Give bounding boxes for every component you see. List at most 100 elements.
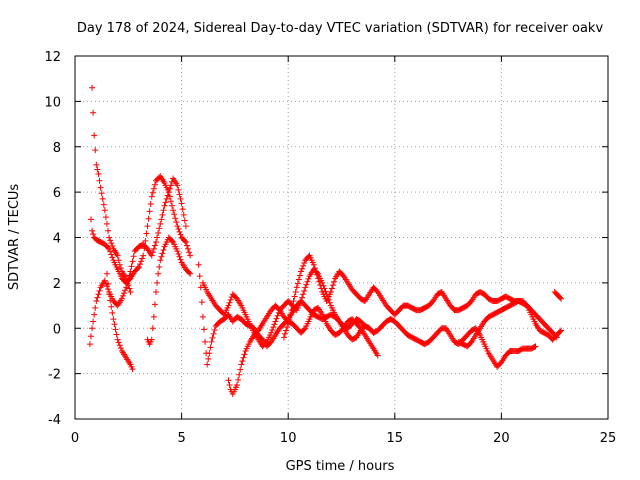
data-point [101,277,108,284]
data-point [103,270,110,277]
data-point [86,341,93,348]
data-point [89,227,96,234]
data-point [283,327,290,334]
data-point [161,202,168,209]
data-point [207,344,214,351]
data-point [301,287,308,294]
data-point [150,313,157,320]
axis-ticks [74,55,609,420]
x-tick-label: 10 [280,431,297,446]
data-point [328,285,335,292]
data-point [176,191,183,198]
data-point [183,242,190,249]
data-point [89,84,96,91]
data-point [159,211,166,218]
data-point [175,186,182,193]
y-tick-label: 6 [53,186,61,201]
data-point [299,265,306,272]
data-point [170,207,177,214]
data-point [149,325,156,332]
data-point [149,249,156,256]
data-point [300,291,307,298]
data-point [108,251,115,258]
y-tick-label: -4 [48,413,61,428]
data-point [160,246,167,253]
data-point [522,301,529,308]
series-track-b [87,173,194,286]
data-point [202,338,209,345]
data-point [312,268,319,275]
data-point [144,223,151,230]
data-point [269,326,276,333]
data-point [174,248,181,255]
data-point [137,261,144,268]
data-point [107,248,114,255]
data-point [159,250,166,257]
data-point [143,230,150,237]
data-point [287,311,294,318]
data-point [95,291,102,298]
data-point [109,243,116,250]
data-point [181,217,188,224]
data-point [187,270,194,277]
data-point [113,331,120,338]
grid-lines [75,56,608,419]
x-axis-label: GPS time / hours [286,459,395,474]
data-point [94,294,101,301]
data-point [226,299,233,306]
data-point [285,320,292,327]
data-point [196,273,203,280]
data-point [145,215,152,222]
data-point [225,302,232,309]
data-point [531,343,538,350]
data-point [177,231,184,238]
data-point [294,280,301,287]
data-point [270,324,277,331]
data-point [125,276,132,283]
data-point [303,281,310,288]
data-point [111,321,118,328]
data-point [226,381,233,388]
data-point [109,309,116,316]
data-point [374,352,381,359]
data-point [95,170,102,177]
chart-title: Day 178 of 2024, Sidereal Day-to-day VTE… [77,21,604,36]
y-axis-label: SDTVAR / TECUs [7,184,22,291]
data-point [117,345,124,352]
data-point [205,355,212,362]
data-point [282,330,289,337]
data-point [105,244,112,251]
data-point [291,293,298,300]
data-point [147,201,154,208]
data-point [558,327,565,334]
data-point [156,263,163,270]
data-point [165,189,172,196]
data-point [239,358,246,365]
data-point [238,361,245,368]
data-point [150,185,157,192]
data-point [184,245,191,252]
data-point [107,297,114,304]
data-point [227,296,234,303]
series-track-a [89,84,134,295]
data-point [311,265,318,272]
x-tick-label: 5 [177,431,185,446]
data-point [148,252,155,259]
data-point [114,252,121,259]
data-point [151,181,158,188]
y-tick-label: 12 [44,50,61,65]
data-point [295,276,302,283]
data-point [90,109,97,116]
data-point [101,207,108,214]
data-point [169,237,176,244]
data-point [177,195,184,202]
data-point [274,312,281,319]
data-point [167,182,174,189]
data-point [271,321,278,328]
data-point [304,278,311,285]
data-point [89,325,96,332]
x-tick-label: 25 [600,431,617,446]
data-point [169,202,176,209]
y-tick-labels: -4 -2 0 2 4 6 8 10 12 [44,50,61,428]
